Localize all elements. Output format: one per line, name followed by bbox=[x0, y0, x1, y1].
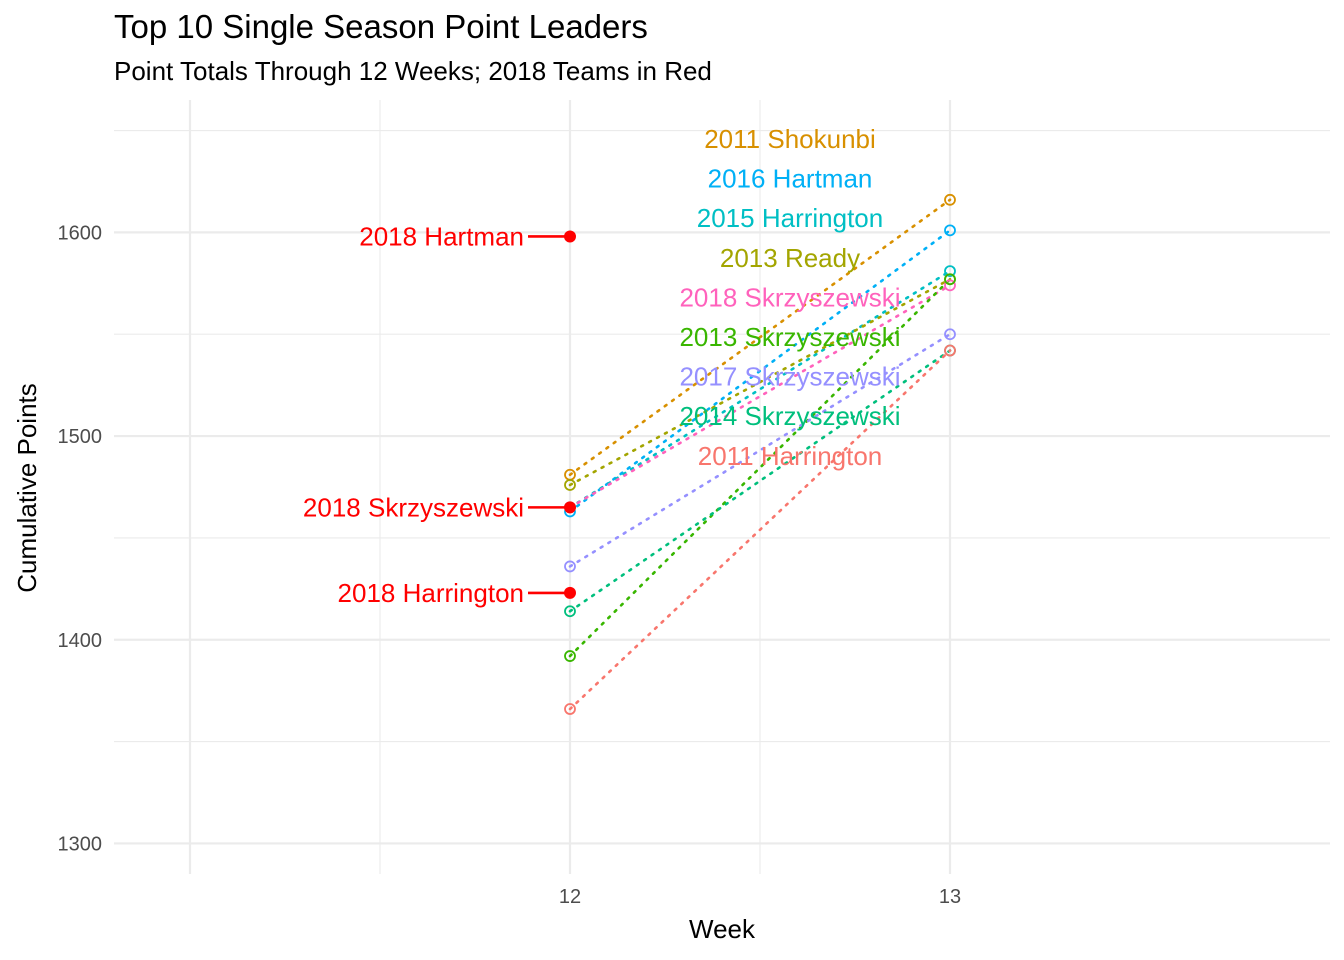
highlight-point bbox=[564, 501, 576, 514]
chart-subtitle: Point Totals Through 12 Weeks; 2018 Team… bbox=[114, 56, 712, 86]
series-line bbox=[568, 332, 952, 568]
data-point bbox=[564, 560, 576, 573]
y-tick-label: 1500 bbox=[58, 426, 103, 448]
data-point bbox=[944, 279, 956, 292]
legend-label: 2011 Shokunbi bbox=[704, 124, 876, 154]
y-tick-label: 1600 bbox=[58, 222, 103, 244]
grid bbox=[114, 100, 1330, 874]
highlight-label: 2018 Hartman bbox=[359, 221, 524, 251]
highlight-point bbox=[564, 230, 576, 243]
highlight-label: 2018 Harrington bbox=[338, 578, 524, 608]
legend-label: 2013 Skrzyszewski bbox=[679, 322, 900, 352]
data-point bbox=[944, 265, 956, 277]
series-line bbox=[568, 284, 952, 509]
legend-label: 2016 Hartman bbox=[708, 164, 873, 194]
legend-label: 2011 Harrington bbox=[698, 441, 883, 471]
data-point bbox=[944, 273, 956, 286]
data-point bbox=[564, 479, 576, 491]
y-axis-title: Cumulative Points bbox=[12, 383, 42, 593]
data-point bbox=[944, 224, 956, 237]
series-line bbox=[568, 269, 952, 509]
series-line bbox=[568, 277, 952, 487]
y-tick-label: 1400 bbox=[58, 630, 103, 652]
x-tick-label: 12 bbox=[559, 886, 581, 908]
series-line bbox=[568, 277, 952, 658]
legend-label: 2015 Harrington bbox=[697, 203, 883, 233]
chart-title: Top 10 Single Season Point Leaders bbox=[114, 8, 648, 45]
legend-label: 2014 Skrzyszewski bbox=[679, 401, 900, 431]
axis-ticks: 1300 1400 1500 1600 12 13 bbox=[58, 222, 962, 908]
legend-label: 2017 Skrzyszewski bbox=[679, 362, 900, 392]
series-lines bbox=[568, 198, 952, 711]
data-point bbox=[564, 703, 576, 715]
data-point bbox=[944, 328, 956, 341]
highlight-point bbox=[564, 586, 576, 599]
y-tick-label: 1300 bbox=[58, 833, 103, 855]
series-line bbox=[568, 198, 952, 477]
data-point bbox=[564, 605, 576, 618]
data-point bbox=[564, 650, 576, 662]
highlight-label: 2018 Skrzyszewski bbox=[303, 492, 524, 522]
data-point bbox=[944, 344, 956, 357]
legend-label: 2018 Skrzyszewski bbox=[679, 282, 900, 312]
data-point bbox=[944, 193, 956, 206]
series-line bbox=[568, 229, 952, 513]
series-line bbox=[568, 349, 952, 711]
x-axis-title: Week bbox=[689, 914, 756, 944]
legend: 2011 Shokunbi 2016 Hartman 2015 Harrington… bbox=[679, 124, 900, 471]
x-tick-label: 13 bbox=[939, 886, 961, 908]
legend-label: 2013 Ready bbox=[720, 243, 860, 273]
highlight-2018: 2018 Hartman 2018 Skrzyszewski 2018 Harrin… bbox=[303, 221, 576, 608]
